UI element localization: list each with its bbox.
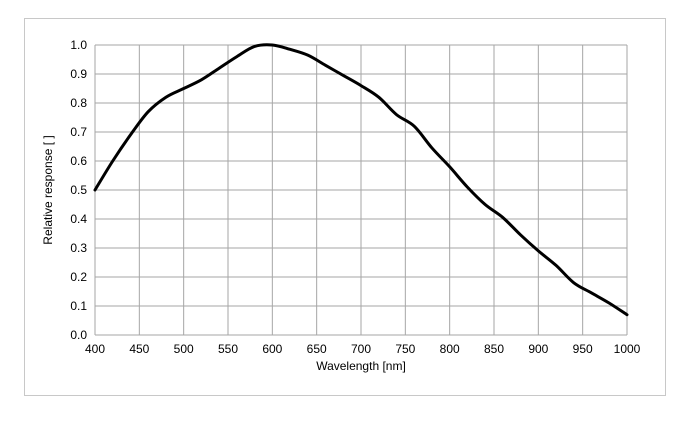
x-tick-label: 500 [174, 342, 194, 356]
x-tick-label: 850 [484, 342, 504, 356]
y-tick-label: 0.2 [70, 270, 87, 284]
y-tick-label: 0.3 [70, 241, 87, 255]
y-tick-label: 1.0 [70, 38, 87, 52]
y-tick-label: 0.1 [70, 299, 87, 313]
x-axis-title: Wavelength [nm] [316, 359, 406, 373]
grid [94, 44, 628, 336]
x-tick-label: 950 [573, 342, 593, 356]
x-tick-label: 1000 [614, 342, 641, 356]
chart-frame [24, 18, 666, 396]
x-tick-label: 600 [262, 342, 282, 356]
x-tick-label: 900 [528, 342, 548, 356]
series-layer [93, 43, 629, 317]
y-tick-label: 0.9 [70, 67, 87, 81]
x-tick-label: 650 [307, 342, 327, 356]
y-tick-label: 0.5 [70, 183, 87, 197]
x-tick-label: 450 [129, 342, 149, 356]
y-tick-label: 0.0 [70, 328, 87, 342]
x-tick-label: 550 [218, 342, 238, 356]
y-axis-title: Relative response [ ] [41, 135, 55, 244]
x-tick-label: 400 [85, 342, 105, 356]
x-tick-label: 800 [440, 342, 460, 356]
y-tick-label: 0.6 [70, 154, 87, 168]
x-tick-label: 700 [351, 342, 371, 356]
x-tick-label: 750 [395, 342, 415, 356]
y-tick-label: 0.7 [70, 125, 87, 139]
y-tick-label: 0.8 [70, 96, 87, 110]
tick-labels: 400 450 500 550 600 650 700 750 800 850 900 950 1000… [70, 38, 640, 356]
y-tick-label: 0.4 [70, 212, 87, 226]
series-line [93, 43, 629, 317]
